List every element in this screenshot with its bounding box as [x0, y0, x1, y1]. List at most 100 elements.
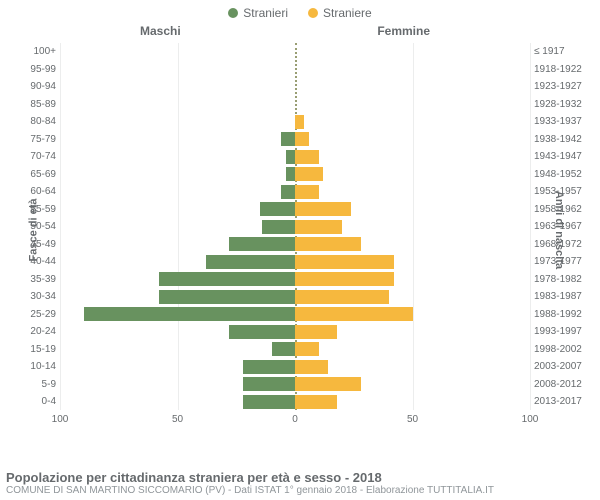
birth-year-label: 1948-1952: [534, 169, 592, 180]
age-bracket-label: 80-84: [18, 116, 56, 127]
age-bracket-label: 90-94: [18, 81, 56, 92]
birth-year-label: 1973-1977: [534, 256, 592, 267]
legend-label-female: Straniere: [323, 6, 372, 20]
birth-year-label: 1968-1972: [534, 239, 592, 250]
pyramid-row: 50-541963-1967: [60, 218, 530, 236]
age-bracket-label: 100+: [18, 46, 56, 57]
pyramid-row: 0-42013-2017: [60, 393, 530, 411]
age-bracket-label: 50-54: [18, 221, 56, 232]
bar-female: [295, 290, 389, 304]
pyramid-row: 35-391978-1982: [60, 271, 530, 289]
x-tick-label: 50: [172, 414, 183, 425]
age-bracket-label: 75-79: [18, 134, 56, 145]
column-header-female: Femmine: [377, 24, 430, 38]
bar-area: [60, 185, 530, 199]
bar-area: [60, 167, 530, 181]
age-bracket-label: 40-44: [18, 256, 56, 267]
bar-male: [84, 307, 296, 321]
bar-female: [295, 237, 361, 251]
x-tick-label: 50: [407, 414, 418, 425]
legend-swatch-female: [308, 8, 318, 18]
pyramid-row: 95-991918-1922: [60, 61, 530, 79]
bar-female: [295, 325, 337, 339]
pyramid-row: 30-341983-1987: [60, 288, 530, 306]
x-tick-label: 100: [522, 414, 539, 425]
age-bracket-label: 65-69: [18, 169, 56, 180]
bar-female: [295, 272, 394, 286]
birth-year-label: ≤ 1917: [534, 46, 592, 57]
age-bracket-label: 20-24: [18, 326, 56, 337]
bar-area: [60, 132, 530, 146]
bar-female: [295, 395, 337, 409]
pyramid-row: 5-92008-2012: [60, 376, 530, 394]
pyramid-row: 55-591958-1962: [60, 201, 530, 219]
pyramid-row: 20-241993-1997: [60, 323, 530, 341]
pyramid-row: 90-941923-1927: [60, 78, 530, 96]
birth-year-label: 1963-1967: [534, 221, 592, 232]
bar-area: [60, 150, 530, 164]
legend-item-male: Stranieri: [228, 6, 288, 20]
legend-item-female: Straniere: [308, 6, 372, 20]
bar-area: [60, 62, 530, 76]
birth-year-label: 1988-1992: [534, 309, 592, 320]
pyramid-row: 60-641953-1957: [60, 183, 530, 201]
birth-year-label: 1993-1997: [534, 326, 592, 337]
birth-year-label: 1943-1947: [534, 151, 592, 162]
bar-area: [60, 115, 530, 129]
bar-male: [281, 132, 295, 146]
bar-female: [295, 342, 319, 356]
pyramid-row: 80-841933-1937: [60, 113, 530, 131]
bar-male: [206, 255, 295, 269]
bar-female: [295, 307, 413, 321]
age-bracket-label: 0-4: [18, 396, 56, 407]
bar-area: [60, 395, 530, 409]
bar-area: [60, 237, 530, 251]
legend-swatch-male: [228, 8, 238, 18]
bar-male: [159, 272, 295, 286]
birth-year-label: 1953-1957: [534, 186, 592, 197]
birth-year-label: 1928-1932: [534, 99, 592, 110]
birth-year-label: 1918-1922: [534, 64, 592, 75]
age-bracket-label: 85-89: [18, 99, 56, 110]
age-bracket-label: 30-34: [18, 291, 56, 302]
birth-year-label: 1958-1962: [534, 204, 592, 215]
age-bracket-label: 45-49: [18, 239, 56, 250]
bar-female: [295, 167, 323, 181]
bar-area: [60, 290, 530, 304]
bar-female: [295, 115, 304, 129]
legend-label-male: Stranieri: [243, 6, 288, 20]
bar-area: [60, 97, 530, 111]
gridline: [530, 43, 531, 410]
bar-female: [295, 150, 319, 164]
birth-year-label: 2003-2007: [534, 361, 592, 372]
chart-title: Popolazione per cittadinanza straniera p…: [6, 470, 594, 485]
bar-female: [295, 360, 328, 374]
birth-year-label: 1933-1937: [534, 116, 592, 127]
age-bracket-label: 5-9: [18, 379, 56, 390]
pyramid-row: 15-191998-2002: [60, 341, 530, 359]
legend: Stranieri Straniere: [0, 0, 600, 20]
age-bracket-label: 25-29: [18, 309, 56, 320]
bar-male: [243, 360, 295, 374]
bar-area: [60, 220, 530, 234]
bar-female: [295, 185, 319, 199]
birth-year-label: 1983-1987: [534, 291, 592, 302]
age-bracket-label: 55-59: [18, 204, 56, 215]
bar-female: [295, 132, 309, 146]
bar-male: [281, 185, 295, 199]
bar-area: [60, 272, 530, 286]
pyramid-row: 40-441973-1977: [60, 253, 530, 271]
pyramid-row: 65-691948-1952: [60, 166, 530, 184]
pyramid-row: 10-142003-2007: [60, 358, 530, 376]
bar-male: [286, 150, 295, 164]
pyramid-row: 25-291988-1992: [60, 306, 530, 324]
age-bracket-label: 95-99: [18, 64, 56, 75]
pyramid-row: 70-741943-1947: [60, 148, 530, 166]
bar-male: [260, 202, 295, 216]
x-axis: 10050050100: [60, 414, 530, 428]
x-tick-label: 100: [52, 414, 69, 425]
bar-male: [229, 237, 295, 251]
bar-male: [159, 290, 295, 304]
birth-year-label: 1978-1982: [534, 274, 592, 285]
birth-year-label: 1923-1927: [534, 81, 592, 92]
